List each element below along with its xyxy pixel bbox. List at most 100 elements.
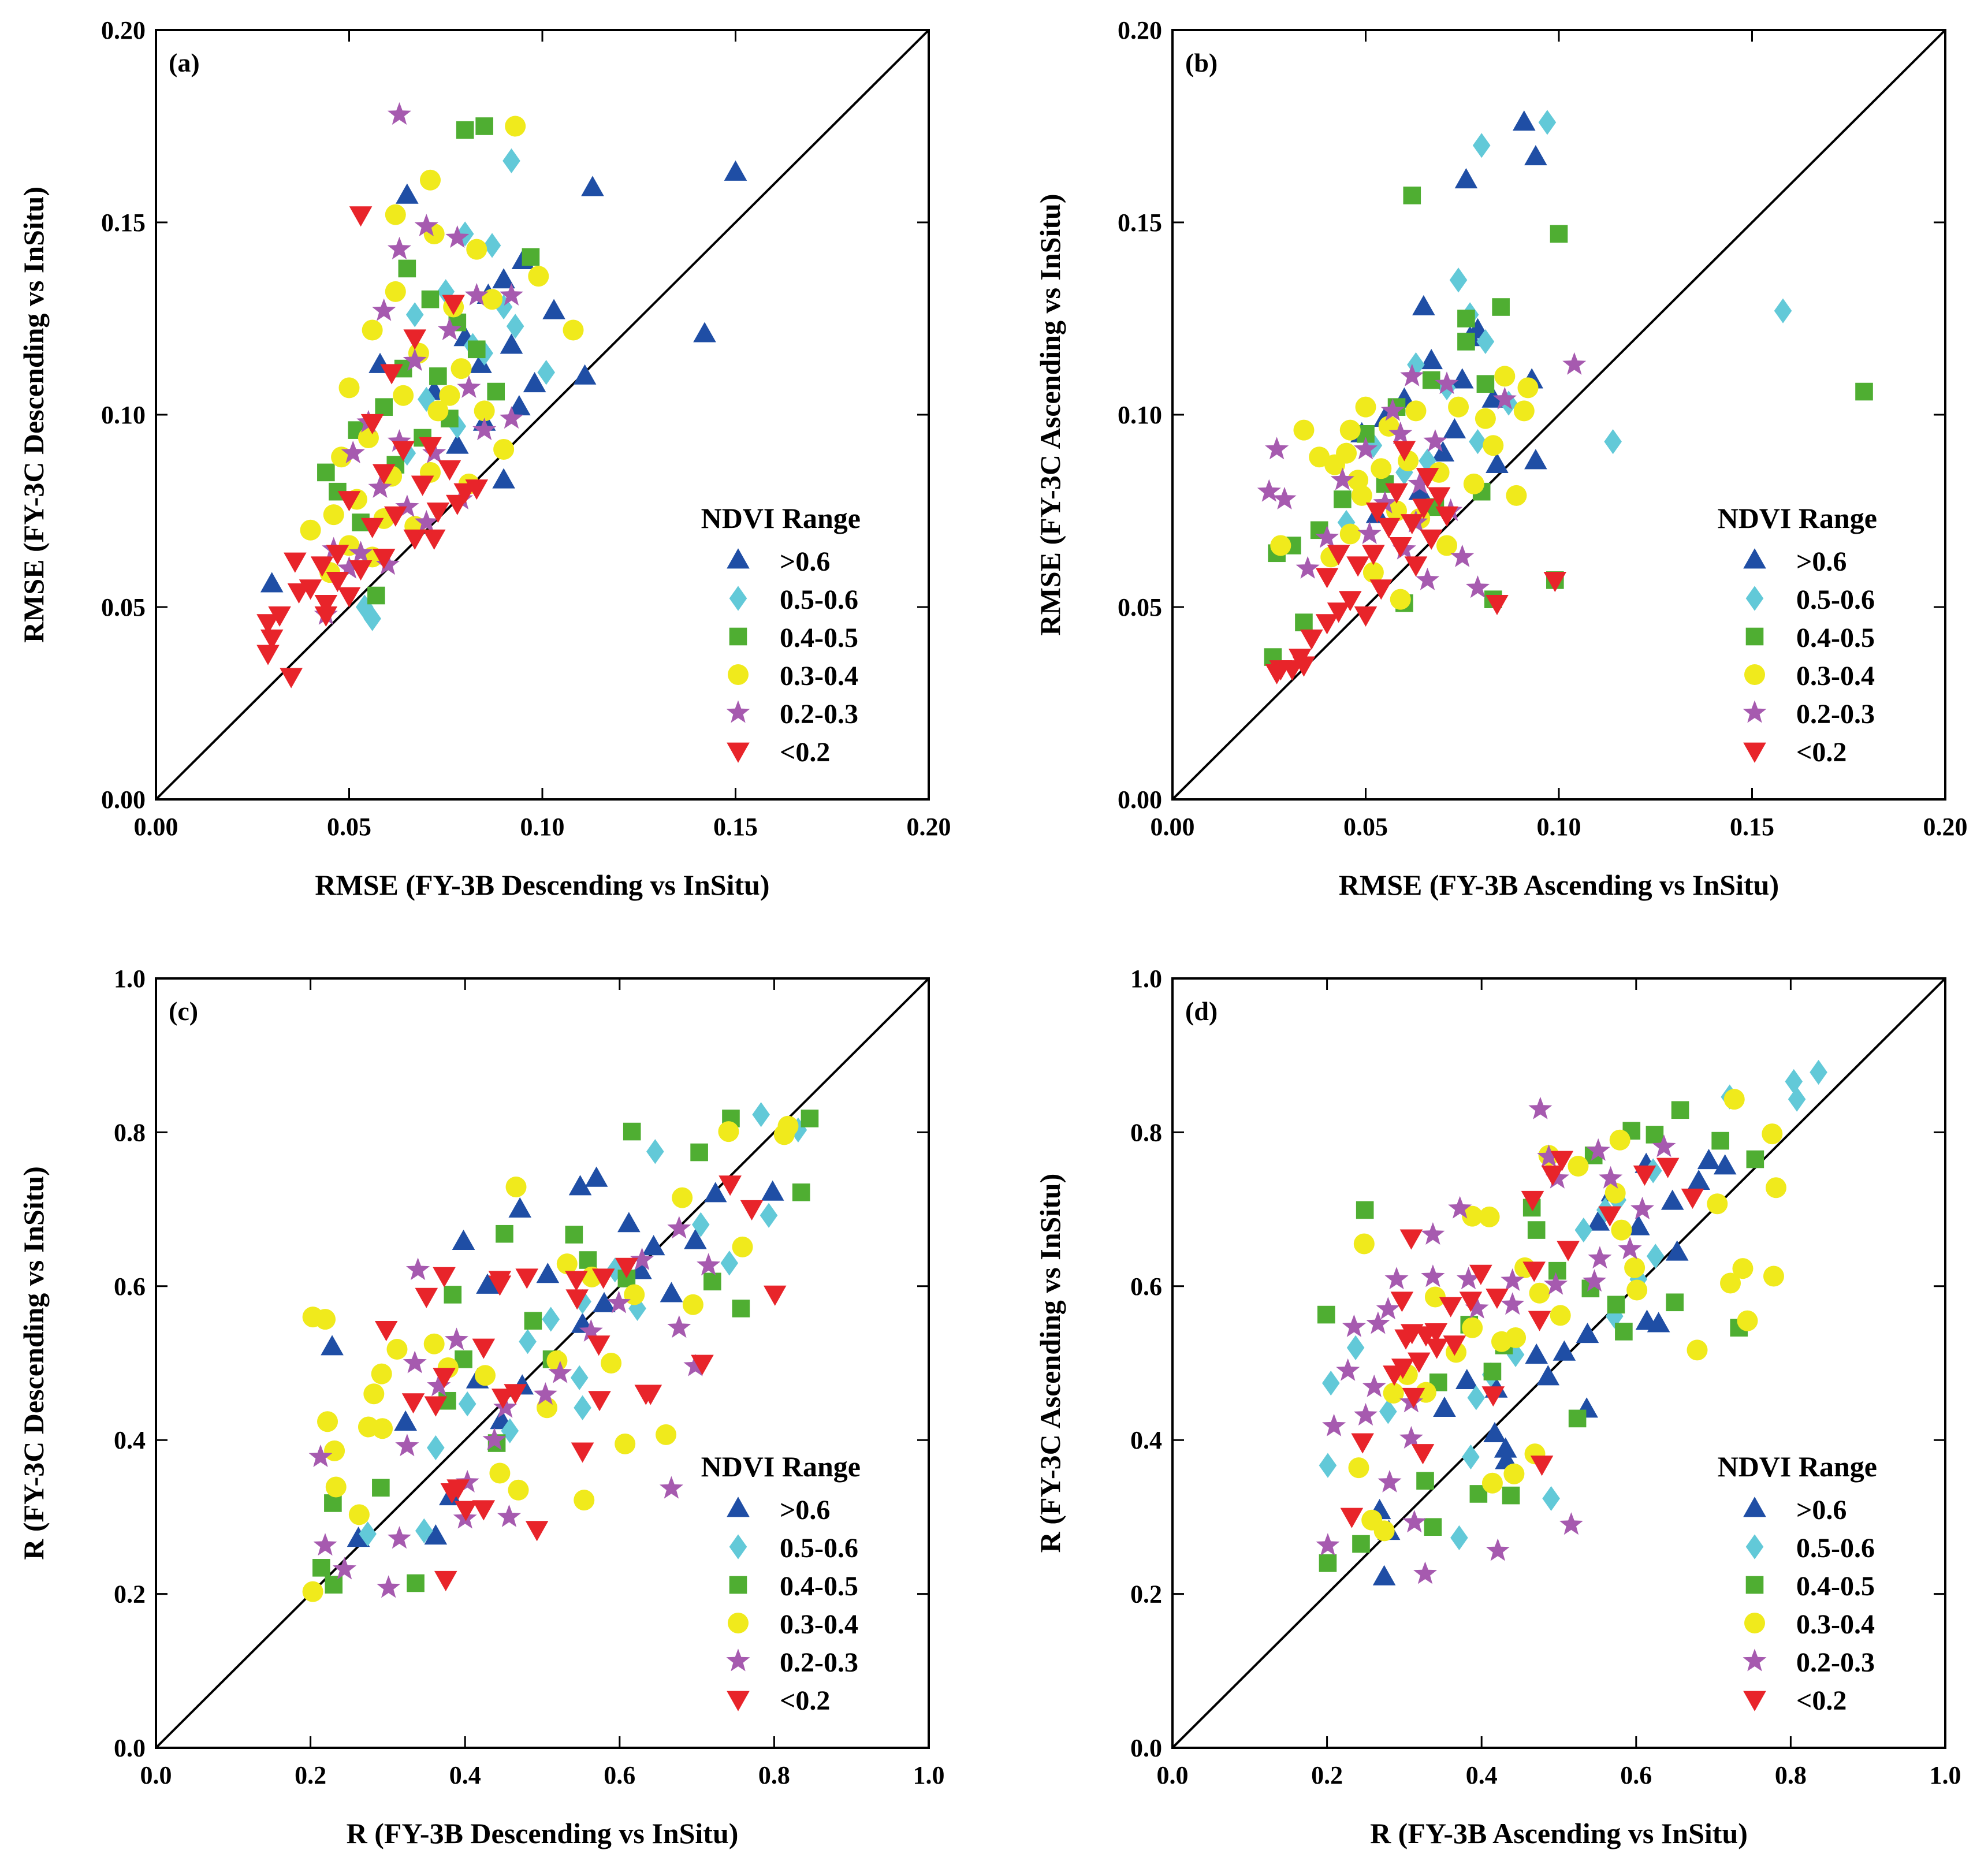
data-point	[1340, 1508, 1364, 1528]
data-point	[474, 1365, 496, 1386]
data-point	[1342, 1314, 1366, 1337]
data-point	[411, 475, 434, 496]
data-point	[1506, 485, 1527, 506]
data-point	[1388, 537, 1412, 558]
data-point	[546, 1350, 568, 1372]
legend: NDVI Range >0.6 0.5-0.6 0.4-0.5 0.3-0.4 0.2-0…	[701, 502, 861, 768]
x-tick-label: 1.0	[913, 1761, 945, 1789]
data-point	[1855, 382, 1873, 401]
data-point	[1785, 1069, 1803, 1095]
data-point	[1671, 1101, 1689, 1119]
data-point	[1339, 419, 1361, 441]
data-point	[1483, 435, 1504, 456]
data-point	[375, 398, 393, 416]
data-point	[1737, 1310, 1758, 1331]
data-point	[403, 529, 427, 550]
x-tick-label: 0.8	[1775, 1761, 1807, 1789]
data-point	[403, 348, 427, 371]
data-point	[1583, 1269, 1607, 1292]
blue-triangle-up-marker	[727, 548, 750, 569]
data-point	[387, 237, 411, 260]
data-point	[1559, 1512, 1583, 1535]
y-tick-label: 0.8	[114, 1118, 146, 1147]
y-tick-label: 0.8	[1130, 1118, 1162, 1147]
legend-label: 0.4-0.5	[780, 623, 858, 653]
x-axis-title: RMSE (FY-3B Ascending vs InSitu)	[1339, 869, 1779, 901]
data-point	[1618, 1237, 1642, 1260]
data-point	[565, 1226, 583, 1244]
data-point	[1506, 1342, 1525, 1367]
data-point	[1462, 1444, 1480, 1470]
data-point	[1529, 1282, 1550, 1304]
data-point	[475, 117, 493, 135]
data-point	[434, 1570, 457, 1591]
data-point	[760, 1203, 778, 1228]
data-point	[349, 206, 373, 227]
data-point	[314, 606, 338, 627]
data-point	[444, 1327, 468, 1350]
y-tick-label: 0.0	[1130, 1734, 1162, 1762]
data-point	[375, 552, 400, 575]
data-point	[1362, 545, 1385, 565]
data-point	[337, 587, 361, 608]
data-point	[1528, 1096, 1553, 1119]
data-point	[1466, 575, 1490, 598]
data-point	[401, 1393, 425, 1414]
data-point	[1448, 1196, 1472, 1219]
data-point	[362, 319, 383, 341]
data-point	[1644, 1158, 1662, 1183]
y-tick-label: 0.6	[1130, 1272, 1162, 1301]
x-tick-label: 0.05	[327, 813, 371, 841]
data-point	[1562, 352, 1587, 375]
data-point	[581, 176, 604, 196]
data-point	[1347, 470, 1369, 491]
data-point	[483, 233, 501, 258]
data-point	[1427, 487, 1451, 508]
y-tick-label: 0.20	[101, 16, 146, 44]
red-triangle-down-marker	[727, 742, 750, 763]
data-point	[703, 1272, 721, 1291]
data-point	[433, 1368, 456, 1389]
data-point	[1354, 1403, 1378, 1426]
data-point	[355, 594, 374, 620]
y-axis-title: R (FY-3C Descending vs InSitu)	[17, 1166, 50, 1560]
data-point	[1607, 1296, 1625, 1314]
data-point	[1295, 556, 1320, 579]
data-point	[405, 302, 424, 327]
data-point	[300, 519, 321, 541]
data-point	[1362, 562, 1384, 583]
data-point	[1626, 1279, 1648, 1301]
cyan-diamond-marker	[1745, 586, 1764, 611]
data-point	[1369, 579, 1393, 600]
purple-star-marker	[1743, 700, 1767, 723]
data-point	[1588, 1246, 1612, 1269]
data-point	[372, 298, 396, 321]
data-point	[371, 1363, 392, 1384]
data-point	[1379, 1399, 1397, 1424]
data-point	[1707, 1193, 1728, 1215]
data-point	[499, 406, 523, 429]
data-point	[324, 1494, 342, 1512]
green-square-marker	[1745, 1576, 1764, 1594]
plot-frame	[1171, 977, 1946, 1749]
data-point	[1315, 614, 1339, 635]
data-point	[1456, 1267, 1480, 1290]
data-point	[457, 375, 481, 398]
data-point	[1272, 486, 1297, 509]
data-point	[1270, 535, 1291, 556]
data-point	[1354, 606, 1378, 627]
y-tick-label: 0.05	[1118, 593, 1162, 621]
data-point	[1450, 368, 1474, 389]
data-point	[1404, 556, 1428, 577]
green-square-marker	[729, 1576, 747, 1594]
data-point	[1465, 1296, 1489, 1319]
data-point	[1746, 1150, 1764, 1168]
data-point	[697, 1253, 721, 1276]
data-point	[1666, 1293, 1684, 1312]
data-point	[1384, 1267, 1409, 1290]
data-point	[523, 372, 546, 393]
data-point	[1646, 1244, 1665, 1269]
data-point	[1502, 1486, 1520, 1505]
data-point	[313, 1533, 337, 1556]
